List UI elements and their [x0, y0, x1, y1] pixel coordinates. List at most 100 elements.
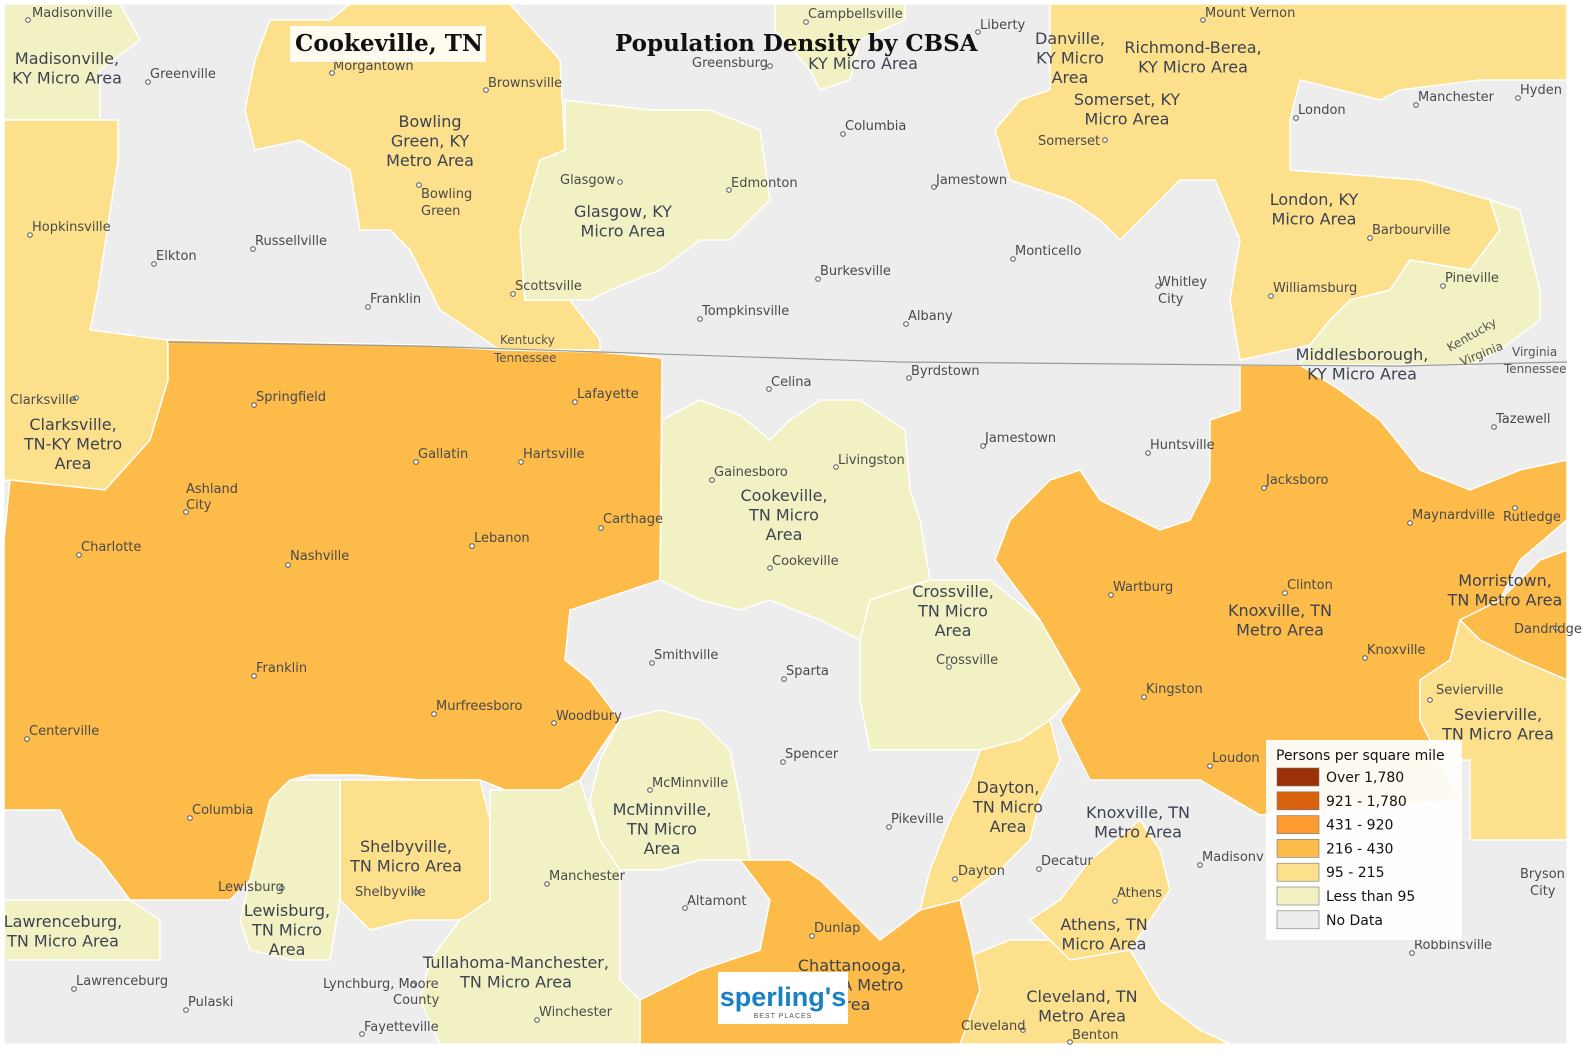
- city-label[interactable]: Tompkinsville: [701, 304, 789, 319]
- city-label[interactable]: Kingston: [1146, 682, 1203, 697]
- city-label[interactable]: Barbourville: [1372, 223, 1451, 238]
- city-label[interactable]: Cleveland: [961, 1019, 1025, 1034]
- region-lewisburg[interactable]: [239, 779, 341, 961]
- cbsa-area-label[interactable]: Richmond-Berea, KY Micro Area: [1124, 38, 1261, 77]
- cbsa-area-label[interactable]: Bowling Green, KY Metro Area: [386, 112, 474, 170]
- city-label[interactable]: Crossville: [936, 653, 998, 668]
- city-label[interactable]: Pulaski: [188, 995, 233, 1010]
- cbsa-area-label[interactable]: Dayton, TN Micro Area: [972, 778, 1043, 836]
- region-cookeville[interactable]: [659, 399, 931, 642]
- region-tullahoma[interactable]: [419, 778, 641, 1045]
- city-label[interactable]: Maynardville: [1412, 508, 1495, 523]
- city-label[interactable]: Brownsville: [488, 76, 562, 91]
- city-label[interactable]: City: [1158, 292, 1184, 307]
- cbsa-area-label[interactable]: Knoxville, TN Metro Area: [1228, 601, 1332, 640]
- city-label[interactable]: Hyden: [1520, 83, 1562, 98]
- city-label[interactable]: Sparta: [786, 664, 829, 679]
- city-label[interactable]: Celina: [771, 375, 812, 390]
- region-lawrenceburg[interactable]: [3, 899, 161, 961]
- city-label[interactable]: Winchester: [539, 1005, 613, 1020]
- city-label[interactable]: Elkton: [156, 249, 197, 264]
- cbsa-area-label[interactable]: McMinnville, TN Micro Area: [613, 800, 712, 858]
- city-label[interactable]: Edmonton: [731, 176, 798, 191]
- city-label[interactable]: City: [186, 498, 212, 513]
- city-label[interactable]: Madisonville: [32, 6, 113, 21]
- city-label[interactable]: Gainesboro: [714, 465, 788, 480]
- city-label[interactable]: Benton: [1072, 1028, 1118, 1043]
- city-label[interactable]: Franklin: [370, 292, 421, 307]
- region-bowling-green[interactable]: [244, 3, 601, 351]
- region-knoxville[interactable]: [994, 364, 1568, 816]
- city-label[interactable]: McMinnville: [652, 776, 728, 791]
- city-label[interactable]: Greenville: [150, 67, 216, 82]
- city-label[interactable]: Mount Vernon: [1205, 6, 1295, 21]
- city-label[interactable]: Columbia: [845, 119, 906, 134]
- city-label[interactable]: Jamestown: [984, 431, 1056, 446]
- cbsa-area-label[interactable]: Somerset, KY Micro Area: [1074, 90, 1181, 129]
- city-label[interactable]: Columbia: [192, 803, 253, 818]
- city-label[interactable]: County: [393, 993, 440, 1008]
- cbsa-area-label[interactable]: Tullahoma-Manchester, TN Micro Area: [422, 953, 609, 992]
- city-label[interactable]: Decatur: [1041, 854, 1093, 869]
- city-label[interactable]: Bowling: [421, 187, 472, 202]
- city-label[interactable]: Spencer: [785, 747, 839, 762]
- city-label[interactable]: Hartsville: [523, 447, 584, 462]
- city-label[interactable]: Green: [421, 204, 460, 219]
- city-label[interactable]: Jamestown: [935, 173, 1007, 188]
- city-label[interactable]: Shelbyville: [355, 885, 426, 900]
- cbsa-area-label[interactable]: Danville, KY Micro Area: [1035, 29, 1105, 87]
- city-label[interactable]: Springfield: [256, 390, 326, 405]
- city-label[interactable]: Rutledge: [1503, 510, 1561, 525]
- city-label[interactable]: Gallatin: [418, 447, 468, 462]
- city-label[interactable]: Scottsville: [515, 279, 582, 294]
- city-label[interactable]: Smithville: [654, 648, 718, 663]
- city-label[interactable]: Albany: [908, 309, 953, 324]
- city-label[interactable]: Lewisburg: [218, 880, 284, 895]
- city-label[interactable]: Morgantown: [333, 59, 414, 74]
- cbsa-area-label[interactable]: Middlesborough, KY Micro Area: [1296, 345, 1429, 384]
- city-label[interactable]: Ashland: [186, 482, 238, 497]
- cbsa-area-label[interactable]: Cleveland, TN Metro Area: [1026, 987, 1137, 1026]
- city-label[interactable]: Huntsville: [1150, 438, 1215, 453]
- cbsa-area-label[interactable]: KY Micro Area: [808, 54, 918, 73]
- cbsa-area-label[interactable]: Lewisburg, TN Micro Area: [244, 901, 330, 959]
- city-label[interactable]: Glasgow: [560, 173, 616, 188]
- city-label[interactable]: Wartburg: [1113, 580, 1173, 595]
- region-mcminnville[interactable]: [589, 709, 751, 871]
- cbsa-area-label[interactable]: Clarksville, TN-KY Metro Area: [23, 415, 122, 473]
- city-label[interactable]: Murfreesboro: [436, 699, 522, 714]
- cbsa-area-label[interactable]: Morristown, TN Metro Area: [1447, 571, 1563, 610]
- cbsa-area-label[interactable]: Knoxville, TN Metro Area: [1086, 803, 1190, 842]
- city-label[interactable]: Loudon: [1212, 751, 1260, 766]
- city-label[interactable]: Franklin: [256, 661, 307, 676]
- city-label[interactable]: Pikeville: [891, 812, 944, 827]
- city-label[interactable]: Dayton: [958, 864, 1005, 879]
- city-label[interactable]: Robbinsville: [1414, 938, 1492, 953]
- city-label[interactable]: Hopkinsville: [32, 220, 111, 235]
- region-cleveland[interactable]: [959, 939, 1231, 1045]
- cbsa-area-label[interactable]: Glasgow, KY Micro Area: [574, 202, 672, 241]
- city-label[interactable]: Dunlap: [814, 921, 860, 936]
- city-label[interactable]: Altamont: [687, 894, 747, 909]
- city-label[interactable]: Clinton: [1287, 578, 1333, 593]
- city-label[interactable]: City: [1530, 884, 1556, 899]
- city-label[interactable]: Campbellsville: [808, 7, 903, 22]
- city-label[interactable]: Sevierville: [1436, 683, 1503, 698]
- city-label[interactable]: Lynchburg, Moore: [323, 977, 439, 992]
- city-label[interactable]: Nashville: [290, 549, 349, 564]
- city-label[interactable]: Carthage: [603, 512, 663, 527]
- city-label[interactable]: Livingston: [838, 453, 905, 468]
- city-label[interactable]: Lafayette: [577, 387, 639, 402]
- cbsa-area-label[interactable]: Shelbyville, TN Micro Area: [349, 837, 462, 876]
- city-label[interactable]: Somerset: [1038, 134, 1100, 149]
- cbsa-area-label[interactable]: London, KY Micro Area: [1270, 190, 1359, 229]
- city-label[interactable]: Cookeville: [772, 554, 839, 569]
- city-label[interactable]: Lawrenceburg: [76, 974, 168, 989]
- city-label[interactable]: Madisonv: [1202, 850, 1264, 865]
- cbsa-area-label[interactable]: Madisonville, KY Micro Area: [12, 49, 122, 88]
- city-label[interactable]: Greensburg: [692, 56, 768, 71]
- city-label[interactable]: Charlotte: [81, 540, 141, 555]
- city-label[interactable]: Whitley: [1158, 275, 1207, 290]
- city-label[interactable]: Russellville: [255, 234, 327, 249]
